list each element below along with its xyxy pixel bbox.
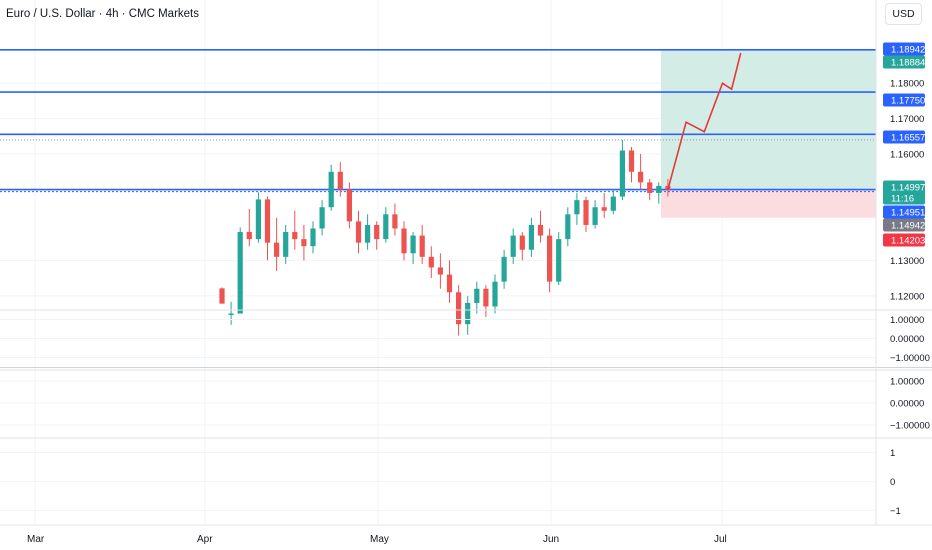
price-badge-label: 1.18884 [891, 58, 925, 69]
candle-body[interactable] [428, 256, 434, 268]
candle-body[interactable] [228, 313, 234, 315]
candle-body[interactable] [628, 150, 635, 172]
candle-body[interactable] [301, 239, 307, 247]
candle-body[interactable] [328, 171, 334, 208]
candle-body[interactable] [565, 214, 571, 240]
price-badge-label: 1.14942 [891, 221, 925, 232]
symbol-title[interactable]: Euro / U.S. Dollar · 4h · CMC Markets [6, 8, 199, 20]
price-badge-label: 1.17750 [891, 96, 925, 107]
x-tick-label: May [370, 534, 389, 545]
candle-body[interactable] [410, 235, 416, 254]
y-tick-label: 1.18000 [890, 79, 924, 90]
indicator-y-tick-label: −1.00000 [890, 353, 930, 364]
price-badge [883, 93, 925, 107]
x-tick-label: Jul [714, 534, 727, 545]
candle-body[interactable] [592, 207, 598, 225]
candle-body[interactable] [383, 214, 389, 240]
candle-body[interactable] [501, 256, 507, 282]
candle-body[interactable] [219, 288, 225, 304]
indicator-y-tick-label: 1 [890, 448, 895, 459]
candle-body[interactable] [638, 171, 644, 183]
candle-body[interactable] [656, 185, 662, 194]
price-badge [883, 180, 925, 194]
price-badge [883, 218, 925, 232]
price-badge-label: 1.14997 [891, 183, 925, 194]
candle-body[interactable] [492, 281, 498, 307]
indicator-y-tick-label: 0.00000 [890, 334, 924, 345]
candle-body[interactable] [274, 242, 280, 257]
candle-body[interactable] [510, 235, 516, 257]
candle-body[interactable] [337, 171, 343, 190]
candle-body[interactable] [547, 235, 553, 282]
price-badge [883, 130, 925, 144]
candle-body[interactable] [465, 302, 471, 325]
indicator-y-tick-label: −1 [890, 506, 901, 517]
x-tick-label: Mar [27, 534, 45, 545]
candle-body[interactable] [392, 214, 398, 229]
candle-body[interactable] [401, 228, 407, 254]
price-badge-label: 1.16557 [891, 133, 925, 144]
indicator-y-tick-label: 0 [890, 477, 895, 488]
price-badge [883, 233, 925, 247]
candle-body[interactable] [319, 207, 325, 229]
price-badge [883, 191, 925, 205]
candle-body[interactable] [365, 224, 371, 243]
candle-body[interactable] [610, 196, 616, 211]
candle-body[interactable] [346, 189, 352, 222]
candle-body[interactable] [583, 200, 589, 225]
price-badge-label: 1.18942 [891, 45, 925, 56]
target-zone[interactable] [660, 49, 876, 190]
candle-body[interactable] [601, 207, 607, 211]
stop-zone[interactable] [660, 189, 876, 218]
candle-body[interactable] [419, 235, 425, 257]
y-tick-label: 1.13000 [890, 256, 924, 267]
candle-body[interactable] [355, 221, 362, 243]
price-badge-label: 11:16 [891, 194, 914, 205]
price-badge [883, 55, 925, 69]
candle-body[interactable] [474, 288, 480, 303]
indicator-y-tick-label: 0.00000 [890, 399, 924, 410]
candle-body[interactable] [446, 274, 453, 293]
y-tick-label: 1.16000 [890, 150, 924, 161]
candle-body[interactable] [456, 292, 462, 325]
indicator-y-tick-label: 1.00000 [890, 377, 924, 388]
candle-body[interactable] [310, 228, 316, 247]
indicator-y-tick-label: −1.00000 [890, 421, 930, 432]
price-badge-label: 1.14951 [891, 208, 925, 219]
price-badge [883, 205, 925, 219]
indicator-y-tick-label: 1.00000 [890, 315, 924, 326]
candle-body[interactable] [255, 199, 261, 240]
candle-body[interactable] [374, 224, 380, 240]
candle-body[interactable] [528, 224, 534, 250]
candle-body[interactable] [519, 235, 525, 250]
candle-body[interactable] [647, 182, 653, 194]
candle-body[interactable] [264, 199, 271, 243]
price-badge-label: 1.14203 [891, 236, 925, 247]
candle-body[interactable] [574, 200, 580, 215]
candle-body[interactable] [537, 224, 544, 236]
y-tick-label: 1.17000 [890, 114, 924, 125]
candle-body[interactable] [283, 232, 289, 257]
currency-button[interactable]: USD [885, 3, 922, 25]
projection-line[interactable] [667, 52, 742, 190]
y-tick-label: 1.12000 [890, 291, 924, 302]
candle-body[interactable] [237, 232, 243, 314]
candle-body[interactable] [556, 239, 562, 282]
candle-body[interactable] [619, 150, 625, 197]
candle-body[interactable] [483, 288, 489, 307]
x-tick-label: Apr [197, 534, 213, 545]
candle-body[interactable] [246, 232, 252, 240]
price-badge [883, 42, 925, 56]
candle-body[interactable] [292, 232, 298, 240]
candle-body[interactable] [437, 267, 443, 275]
x-tick-label: Jun [543, 534, 559, 545]
